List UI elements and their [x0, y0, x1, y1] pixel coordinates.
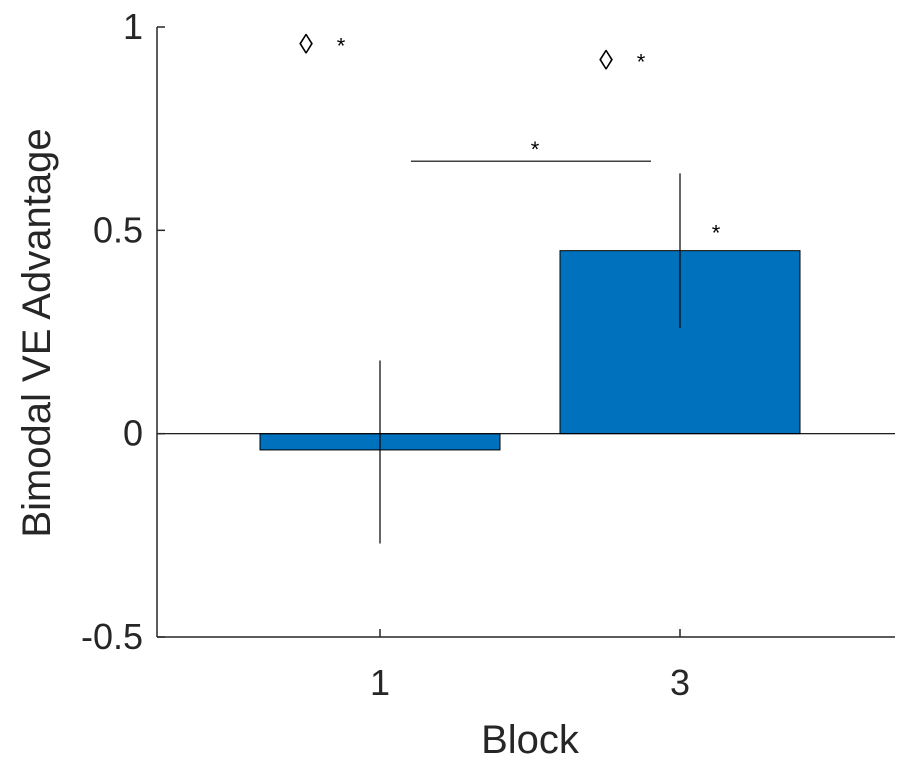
- comparison-star: *: [531, 137, 540, 162]
- x-tick-label: 3: [670, 662, 690, 703]
- y-tick-label: -0.5: [81, 616, 143, 657]
- significance-star-bar-3: *: [712, 220, 721, 245]
- error-bars-layer: [379, 173, 681, 544]
- x-tick-label: 1: [370, 662, 390, 703]
- significance-star-block-1: *: [337, 33, 346, 58]
- y-axis-title: Bimodal VE Advantage: [15, 128, 59, 537]
- significance-star-block-3: *: [637, 50, 646, 75]
- x-axis-title: Block: [481, 718, 580, 758]
- diamond-marker-block-1: ◊: [299, 28, 313, 59]
- bars-layer: [259, 250, 801, 451]
- y-tick-label: 0.5: [93, 209, 143, 250]
- y-tick-label: 1: [123, 6, 143, 47]
- y-tick-label: 0: [123, 413, 143, 454]
- annotations-layer: ◊ * ◊ * * *: [299, 28, 721, 245]
- diamond-marker-block-3: ◊: [599, 45, 613, 76]
- axes-layer: -0.5 0 0.5 1 1 3: [81, 6, 895, 703]
